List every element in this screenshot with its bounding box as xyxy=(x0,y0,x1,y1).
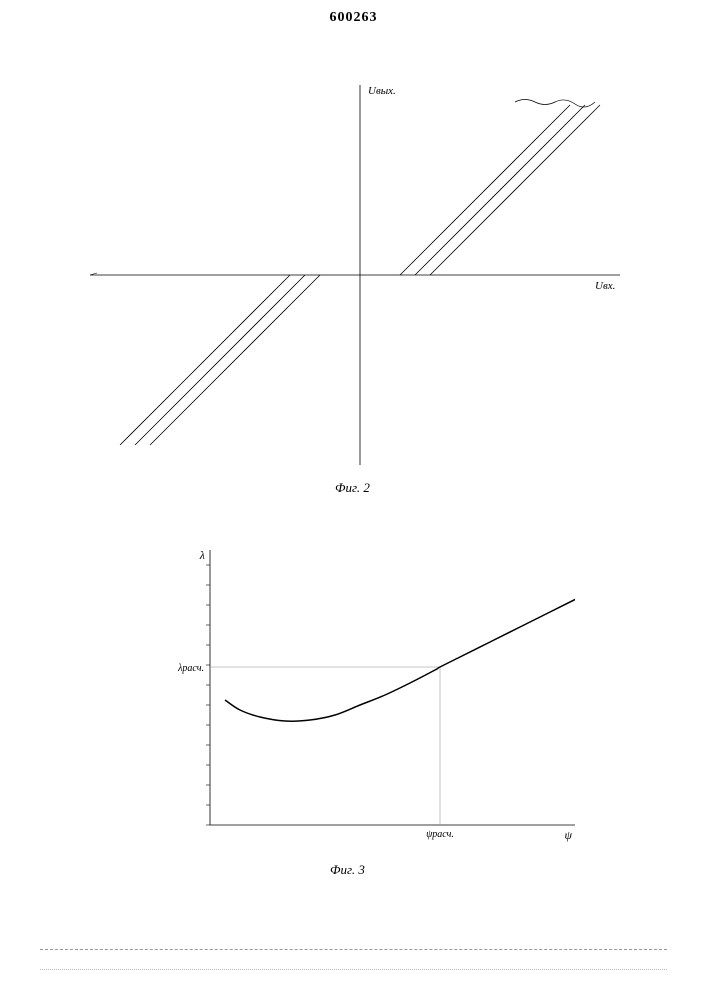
svg-text:ψ: ψ xyxy=(565,828,573,842)
page-number: 600263 xyxy=(330,10,378,26)
svg-text:Uвх.: Uвх. xyxy=(595,280,615,292)
figure-2: Uвх. Uвых. xyxy=(85,80,625,470)
svg-text:λрасч.: λрасч. xyxy=(177,663,204,674)
fig3-caption: Фиг. 3 xyxy=(330,862,365,878)
svg-text:Uвых.: Uвых. xyxy=(368,85,396,97)
footer-divider xyxy=(40,949,667,950)
svg-text:ψрасч.: ψрасч. xyxy=(426,829,454,840)
fig2-caption: Фиг. 2 xyxy=(335,480,370,496)
figure-3: λ ψ λрасч. ψрасч. xyxy=(155,545,575,855)
footer-divider-2 xyxy=(40,969,667,970)
fig3-svg: λ ψ λрасч. ψрасч. xyxy=(155,545,575,855)
fig2-svg: Uвх. Uвых. xyxy=(85,80,625,470)
svg-text:λ: λ xyxy=(199,548,205,562)
